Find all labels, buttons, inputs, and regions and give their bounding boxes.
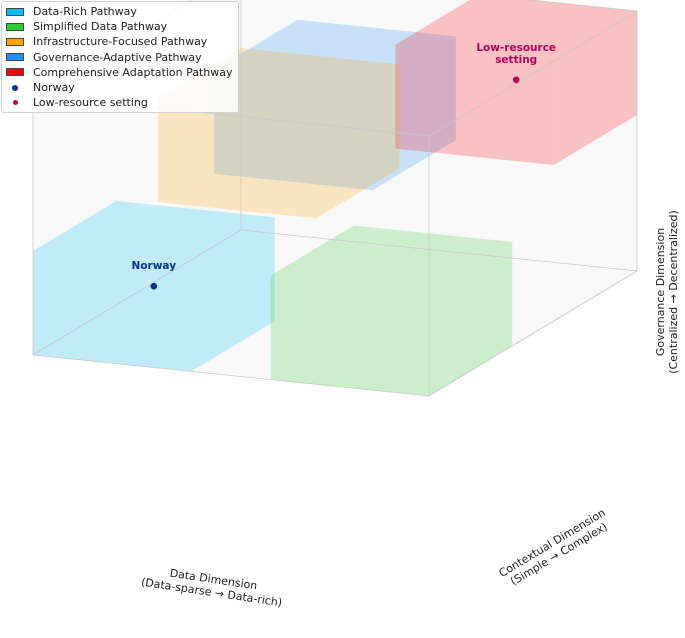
box-edge <box>240 229 638 272</box>
point-norway <box>150 282 158 290</box>
region-face <box>157 98 317 219</box>
region-face <box>33 201 275 268</box>
region-face <box>270 275 429 396</box>
region-governance-adaptive-pathway <box>214 19 456 191</box>
legend-swatch <box>6 22 24 31</box>
region-face <box>270 225 513 292</box>
legend-swatch <box>6 53 24 62</box>
box-edge <box>32 229 242 356</box>
z-axis-label: Governance Dimension(Centralized → Decen… <box>654 210 680 374</box>
point-label: Norway <box>132 260 177 272</box>
region-face <box>33 251 192 372</box>
box-edge <box>428 10 638 137</box>
legend-item: Low-resource setting <box>6 95 233 110</box>
legend-swatch <box>6 37 24 46</box>
region-face <box>316 64 400 219</box>
region-face <box>395 44 554 165</box>
legend-label: Data-Rich Pathway <box>33 5 137 19</box>
box-edge <box>428 270 638 397</box>
legend-marker <box>12 100 18 106</box>
region-face <box>214 69 373 191</box>
region-face <box>214 19 456 87</box>
pathway-regions <box>33 0 637 396</box>
x-axis-label: Data Dimension(Data-sparse → Data-rich) <box>140 563 285 610</box>
legend-label: Governance-Adaptive Pathway <box>33 50 202 64</box>
region-simplified-data-pathway <box>270 225 513 396</box>
region-face <box>191 217 275 372</box>
legend-item: Norway <box>6 80 233 95</box>
legend-label: Simplified Data Pathway <box>33 20 168 34</box>
legend-swatch <box>6 68 24 77</box>
region-face <box>395 0 637 61</box>
box-edge <box>526 0 638 12</box>
legend-item: Infrastructure-Focused Pathway <box>6 34 233 49</box>
legend-item: Data-Rich Pathway <box>6 4 233 19</box>
legend-label: Comprehensive Adaptation Pathway <box>33 65 233 79</box>
point-label: Low-resource setting <box>476 42 556 66</box>
legend-marker <box>12 84 18 91</box>
legend-item: Comprehensive Adaptation Pathway <box>6 65 233 80</box>
floor-pane <box>33 230 637 396</box>
legend-swatch <box>6 7 24 16</box>
legend-label: Norway <box>33 81 75 95</box>
legend-label: Infrastructure-Focused Pathway <box>33 35 208 49</box>
scatter-points: Norway Low-resource setting <box>132 42 556 290</box>
region-face <box>553 11 637 165</box>
point-low-resource-setting <box>512 76 520 84</box>
region-comprehensive-adaptation-pathway <box>395 0 637 165</box>
y-axis-label: Contextual Dimension(Simple → Complex) <box>497 506 615 591</box>
region-face <box>429 242 513 396</box>
legend-item: Governance-Adaptive Pathway <box>6 50 233 65</box>
region-face <box>372 36 456 191</box>
legend: Data-Rich Pathway Simplified Data Pathway… <box>1 1 239 114</box>
box-edge <box>32 354 430 397</box>
region-data-rich-pathway <box>33 201 275 372</box>
legend-item: Simplified Data Pathway <box>6 19 233 34</box>
back-pane <box>241 0 637 271</box>
legend-label: Low-resource setting <box>33 96 148 110</box>
